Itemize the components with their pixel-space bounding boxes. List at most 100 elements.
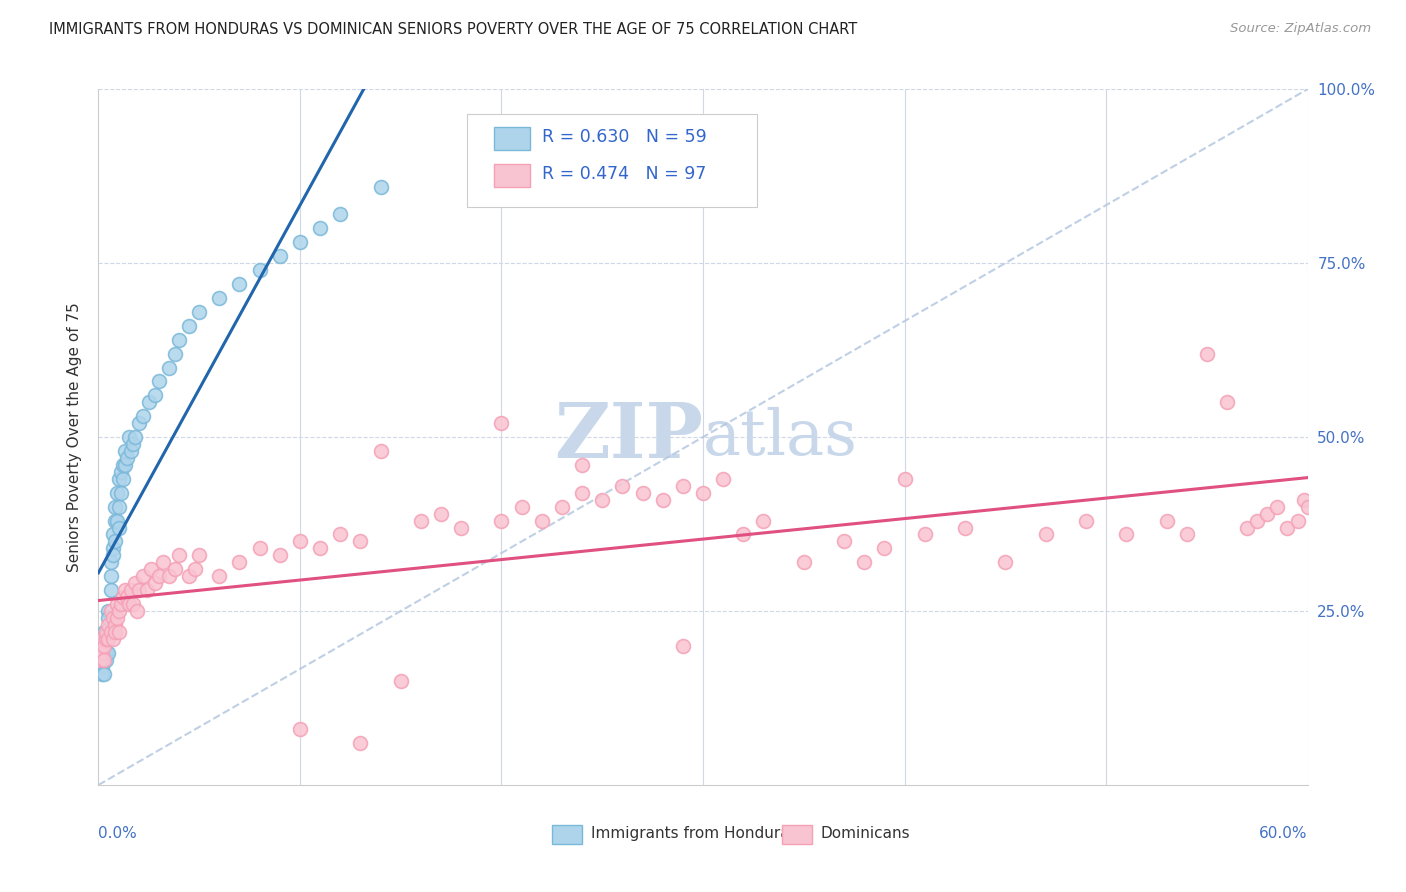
Point bbox=[111, 590, 134, 604]
Point bbox=[249, 263, 271, 277]
Point bbox=[1156, 514, 1178, 528]
Point bbox=[110, 597, 132, 611]
FancyBboxPatch shape bbox=[494, 128, 530, 150]
Point bbox=[100, 604, 122, 618]
Point bbox=[89, 653, 111, 667]
Point bbox=[853, 555, 876, 569]
Point bbox=[832, 534, 855, 549]
FancyBboxPatch shape bbox=[494, 164, 530, 186]
Point bbox=[157, 360, 180, 375]
Point bbox=[93, 624, 115, 639]
FancyBboxPatch shape bbox=[782, 824, 811, 844]
Point bbox=[91, 632, 114, 646]
Point bbox=[349, 736, 371, 750]
Point bbox=[370, 179, 392, 194]
Point bbox=[1115, 527, 1137, 541]
Point bbox=[97, 604, 120, 618]
Text: Immigrants from Honduras: Immigrants from Honduras bbox=[591, 826, 797, 841]
Point bbox=[111, 472, 134, 486]
Point bbox=[118, 597, 141, 611]
Point bbox=[143, 576, 166, 591]
Point bbox=[128, 416, 150, 430]
Point bbox=[115, 450, 138, 465]
Point bbox=[510, 500, 533, 514]
Point bbox=[105, 485, 128, 500]
Point bbox=[914, 527, 936, 541]
Point bbox=[651, 492, 673, 507]
Text: Dominicans: Dominicans bbox=[820, 826, 910, 841]
Point bbox=[135, 583, 157, 598]
Point bbox=[370, 444, 392, 458]
Point bbox=[97, 632, 120, 646]
Point bbox=[1296, 500, 1319, 514]
Point bbox=[672, 479, 695, 493]
Point bbox=[184, 562, 207, 576]
Text: R = 0.630   N = 59: R = 0.630 N = 59 bbox=[543, 128, 707, 146]
Point bbox=[893, 472, 915, 486]
Point bbox=[329, 527, 352, 541]
Point bbox=[101, 527, 124, 541]
Point bbox=[1286, 514, 1309, 528]
Point bbox=[1035, 527, 1057, 541]
Point bbox=[208, 291, 231, 305]
Point bbox=[93, 639, 115, 653]
Point bbox=[107, 604, 129, 618]
Point bbox=[91, 666, 114, 681]
Point bbox=[188, 549, 211, 563]
Point bbox=[93, 653, 115, 667]
Point bbox=[101, 632, 124, 646]
Point bbox=[103, 618, 125, 632]
Point bbox=[138, 395, 160, 409]
Point bbox=[103, 500, 125, 514]
Point bbox=[103, 624, 125, 639]
Text: R = 0.474   N = 97: R = 0.474 N = 97 bbox=[543, 165, 707, 183]
Point bbox=[105, 514, 128, 528]
Point bbox=[101, 549, 124, 563]
Point bbox=[228, 555, 250, 569]
Point bbox=[1277, 520, 1299, 534]
Point bbox=[114, 444, 136, 458]
Point bbox=[101, 611, 124, 625]
Point bbox=[631, 485, 654, 500]
Point bbox=[96, 646, 118, 660]
Point bbox=[107, 500, 129, 514]
Point bbox=[96, 632, 118, 646]
Point bbox=[491, 416, 513, 430]
Point bbox=[100, 583, 122, 598]
Point bbox=[179, 318, 201, 333]
Point bbox=[100, 624, 122, 639]
Point bbox=[114, 583, 136, 598]
Point bbox=[118, 430, 141, 444]
Point bbox=[1292, 492, 1315, 507]
Point bbox=[120, 444, 142, 458]
Point bbox=[1074, 514, 1097, 528]
Point bbox=[389, 673, 412, 688]
Point bbox=[167, 333, 190, 347]
Point bbox=[269, 549, 291, 563]
Point bbox=[103, 534, 125, 549]
Point bbox=[110, 465, 132, 479]
Point bbox=[110, 485, 132, 500]
Point bbox=[100, 555, 122, 569]
Point bbox=[97, 618, 120, 632]
Point bbox=[288, 723, 311, 737]
Point bbox=[873, 541, 896, 556]
Point bbox=[97, 646, 120, 660]
Point bbox=[793, 555, 815, 569]
Point bbox=[107, 520, 129, 534]
Point bbox=[148, 569, 170, 583]
Text: atlas: atlas bbox=[703, 407, 858, 467]
Point bbox=[105, 611, 128, 625]
Point bbox=[188, 305, 211, 319]
Point bbox=[91, 659, 114, 673]
Point bbox=[450, 520, 472, 534]
Point bbox=[733, 527, 755, 541]
Point bbox=[571, 485, 593, 500]
Point bbox=[114, 458, 136, 472]
Point bbox=[89, 653, 111, 667]
Point bbox=[430, 507, 453, 521]
Point bbox=[111, 458, 134, 472]
Point bbox=[93, 639, 115, 653]
Point bbox=[152, 555, 174, 569]
Point bbox=[179, 569, 201, 583]
